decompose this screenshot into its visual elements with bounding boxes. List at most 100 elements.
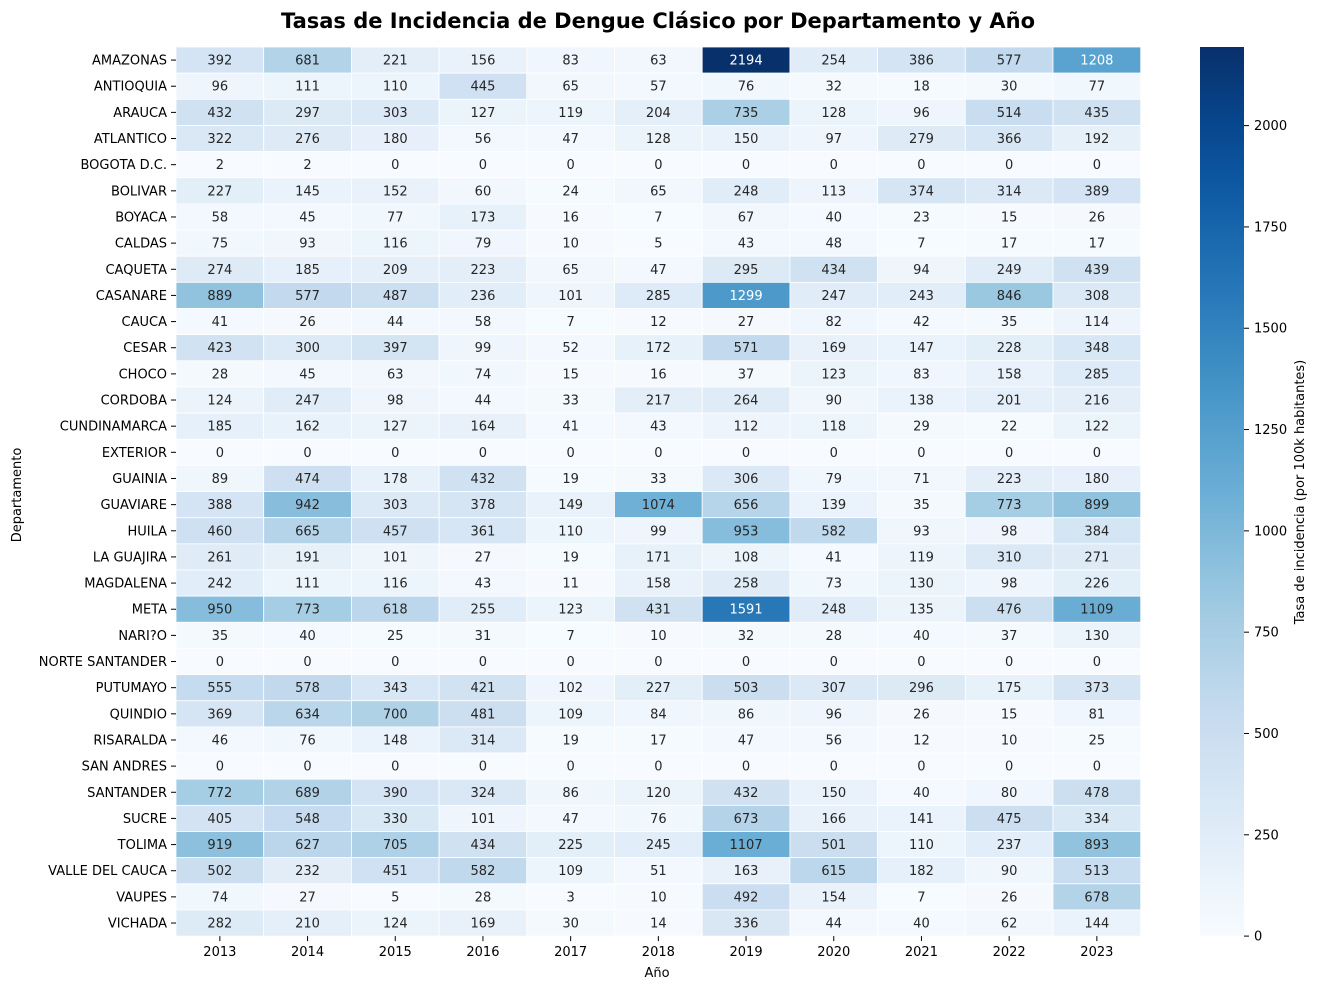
cell-value-label: 343 xyxy=(383,681,408,696)
cell-value-label: 147 xyxy=(909,341,934,356)
heatmap-cell xyxy=(789,543,879,571)
cell-value-label: 950 xyxy=(207,603,232,618)
heatmap-cell xyxy=(789,648,879,676)
cell-value-label: 164 xyxy=(471,420,496,435)
cell-value-label: 217 xyxy=(646,394,671,409)
heatmap-cell xyxy=(789,595,879,623)
cell-value-label: 98 xyxy=(1001,577,1018,592)
heatmap-cell xyxy=(701,438,791,466)
x-tick-label: 2020 xyxy=(817,945,850,960)
cell-value-label: 953 xyxy=(734,524,759,539)
cell-value-label: 247 xyxy=(295,394,320,409)
cell-value-label: 236 xyxy=(471,289,496,304)
y-tick-label: BOLIVAR xyxy=(111,184,167,199)
y-tick-label: MAGDALENA xyxy=(84,577,167,592)
cell-value-label: 17 xyxy=(650,733,667,748)
cell-value-label: 656 xyxy=(734,498,759,513)
heatmap-cell xyxy=(701,621,791,649)
cell-value-label: 297 xyxy=(295,106,320,121)
heatmap-cell xyxy=(175,46,265,74)
cell-value-label: 919 xyxy=(207,838,232,853)
cell-value-label: 44 xyxy=(475,394,492,409)
heatmap-cell xyxy=(701,255,791,283)
heatmap-cell xyxy=(263,726,352,754)
cell-value-label: 81 xyxy=(1089,707,1106,722)
y-tick-label: CORDOBA xyxy=(101,394,168,409)
heatmap-cell xyxy=(701,72,791,100)
cell-value-label: 285 xyxy=(646,289,671,304)
heatmap-cell xyxy=(964,125,1054,152)
heatmap-cell xyxy=(263,46,352,74)
heatmap-cell xyxy=(614,98,703,126)
cell-value-label: 388 xyxy=(207,498,232,513)
y-tick-label: QUINDIO xyxy=(110,707,167,722)
cell-value-label: 74 xyxy=(475,367,492,382)
cell-value-label: 502 xyxy=(207,864,232,879)
heatmap-cell xyxy=(438,804,528,832)
cell-value-label: 42 xyxy=(913,315,930,330)
cell-value-label: 348 xyxy=(1084,341,1109,356)
y-tick-label: CALDAS xyxy=(115,237,167,252)
cell-value-label: 374 xyxy=(909,184,934,199)
cell-value-label: 110 xyxy=(558,524,583,539)
cell-value-label: 29 xyxy=(913,420,930,435)
cell-value-label: 128 xyxy=(646,132,671,147)
cell-value-label: 264 xyxy=(734,394,759,409)
cell-value-label: 96 xyxy=(913,106,930,121)
cell-value-label: 30 xyxy=(562,917,579,932)
cell-value-label: 111 xyxy=(295,80,320,95)
x-tick-label: 2013 xyxy=(203,945,236,960)
cell-value-label: 271 xyxy=(1084,550,1109,565)
cell-value-label: 35 xyxy=(913,498,930,513)
heatmap-cell xyxy=(526,281,615,309)
heatmap-cell xyxy=(701,700,791,728)
x-tick-label: 2014 xyxy=(291,945,324,960)
cell-value-label: 245 xyxy=(646,838,671,853)
cell-value-label: 19 xyxy=(562,733,579,748)
cell-value-label: 201 xyxy=(997,394,1022,409)
cell-value-label: 457 xyxy=(383,524,408,539)
cell-value-label: 2 xyxy=(303,158,311,173)
cell-value-label: 7 xyxy=(917,890,925,905)
cell-value-label: 248 xyxy=(734,184,759,199)
cell-value-label: 285 xyxy=(1084,367,1109,382)
cell-value-label: 60 xyxy=(475,184,492,199)
heatmap-cell xyxy=(1052,203,1142,231)
heatmap-cell xyxy=(614,125,703,152)
x-tick-label: 2017 xyxy=(554,945,587,960)
cell-value-label: 0 xyxy=(917,158,925,173)
cell-value-label: 58 xyxy=(475,315,492,330)
y-tick-label: VAUPES xyxy=(116,890,167,905)
heatmap-cell xyxy=(350,752,440,780)
cell-value-label: 17 xyxy=(1001,237,1018,252)
cell-value-label: 942 xyxy=(295,498,320,513)
cell-value-label: 475 xyxy=(997,812,1022,827)
heatmap-cell xyxy=(877,72,966,100)
cell-value-label: 44 xyxy=(825,917,842,932)
cell-value-label: 295 xyxy=(734,263,759,278)
heatmap-cell xyxy=(789,804,879,832)
heatmap-cell xyxy=(526,308,615,336)
cell-value-label: 889 xyxy=(207,289,232,304)
cell-value-label: 77 xyxy=(1089,80,1106,95)
cell-value-label: 0 xyxy=(391,655,399,670)
y-tick-label: EXTERIOR xyxy=(102,446,167,461)
cell-value-label: 0 xyxy=(1093,655,1101,670)
y-tick-label: NARI?O xyxy=(118,629,167,644)
cell-value-label: 0 xyxy=(742,446,750,461)
cell-value-label: 0 xyxy=(654,446,662,461)
cell-value-label: 330 xyxy=(383,812,408,827)
heatmap-cell xyxy=(1052,98,1142,126)
heatmap-cell xyxy=(438,203,528,231)
cell-value-label: 37 xyxy=(1001,629,1018,644)
heatmap-cell xyxy=(877,778,966,806)
cell-value-label: 180 xyxy=(383,132,408,147)
heatmap-cell xyxy=(614,360,703,388)
cell-value-label: 689 xyxy=(295,786,320,801)
heatmap-cell xyxy=(701,360,791,388)
heatmap-cell xyxy=(350,595,440,623)
cell-value-label: 101 xyxy=(471,812,496,827)
cell-value-label: 261 xyxy=(207,550,232,565)
cell-value-label: 94 xyxy=(913,263,930,278)
cell-value-label: 96 xyxy=(212,80,229,95)
